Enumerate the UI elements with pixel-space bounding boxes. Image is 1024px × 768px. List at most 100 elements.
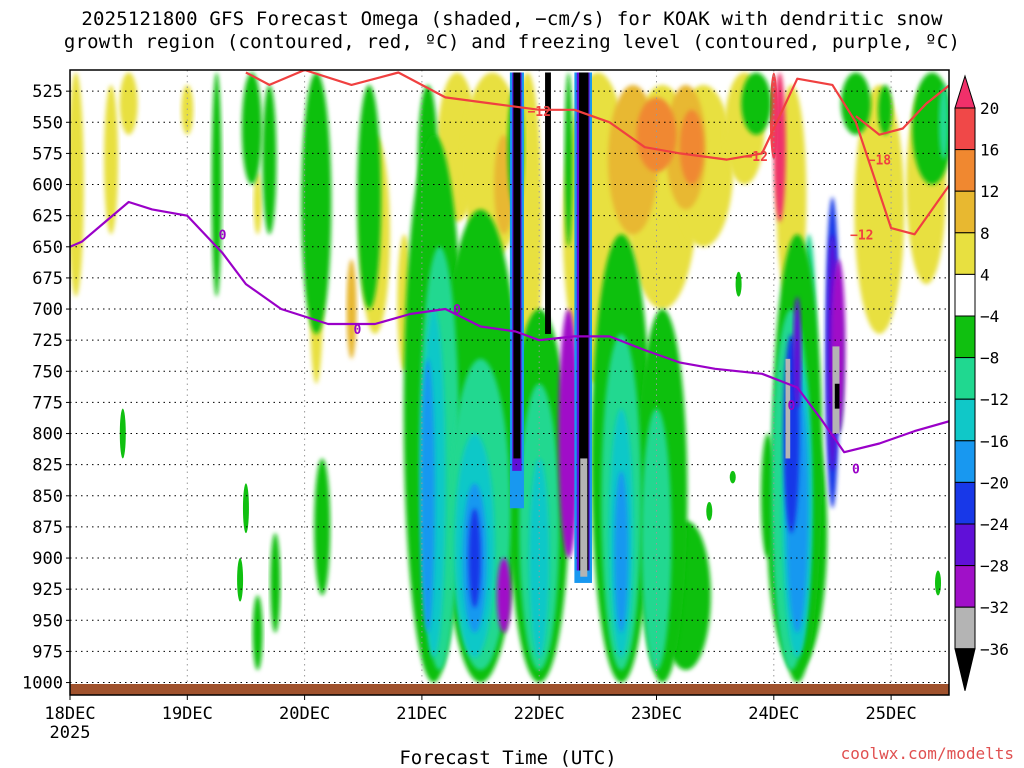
colorbar-segment xyxy=(954,107,976,151)
omega-shade xyxy=(529,458,550,658)
omega-shade xyxy=(679,109,704,185)
colorbar-label: −20 xyxy=(980,473,1009,492)
colorbar-segment xyxy=(954,357,976,400)
y-axis: 525 550 575 600 625 650 675 700 725 750 775 800 825 8… xyxy=(22,82,70,694)
grid-lines xyxy=(69,70,949,695)
omega-shade xyxy=(270,533,281,633)
colorbar-label: −16 xyxy=(980,432,1009,451)
y-tick-label: 850 xyxy=(32,487,63,507)
contour-label: −12 xyxy=(527,105,550,120)
y-tick-label: 650 xyxy=(32,238,63,258)
x-tick-label: 20DEC xyxy=(279,704,330,724)
y-tick-label: 1000 xyxy=(22,674,63,694)
colorbar: 20 16 12 8 4 −4 −8 −12 −16 −20 −24 −28 −32 −36 xyxy=(954,74,1009,691)
x-tick-label: 19DEC xyxy=(162,704,213,724)
colorbar-label: −28 xyxy=(980,557,1009,576)
omega-shade xyxy=(579,72,589,571)
colorbar-bottom-arrow xyxy=(954,648,976,691)
y-tick-label: 825 xyxy=(32,456,63,476)
omega-shade xyxy=(706,502,713,521)
omega-shade xyxy=(468,508,481,608)
y-tick-label: 575 xyxy=(32,144,63,164)
colorbar-label: 16 xyxy=(980,141,999,160)
y-tick-label: 775 xyxy=(32,393,63,413)
colorbar-label: 20 xyxy=(980,99,999,118)
y-tick-label: 875 xyxy=(32,518,63,538)
x-tick-label: 21DEC xyxy=(396,704,447,724)
omega-shade xyxy=(242,483,249,534)
colorbar-label: 8 xyxy=(980,224,990,243)
colorbar-label: −24 xyxy=(980,515,1009,534)
x-tick-label: 18DEC xyxy=(44,704,95,724)
omega-shade xyxy=(912,72,949,185)
omega-shade xyxy=(614,470,629,633)
omega-shade xyxy=(834,383,840,409)
y-tick-label: 900 xyxy=(32,549,63,569)
chart-title-line-1: 2025121800 GFS Forecast Omega (shaded, −… xyxy=(81,8,943,30)
omega-shade xyxy=(580,458,588,577)
colorbar-top-arrow xyxy=(954,74,976,109)
dgz-minus18-contour xyxy=(855,84,949,136)
colorbar-segment xyxy=(954,398,976,442)
x-tick-label: 23DEC xyxy=(631,704,682,724)
omega-shade xyxy=(513,72,521,459)
contour-label: −18 xyxy=(868,154,892,169)
y-tick-label: 675 xyxy=(32,269,63,289)
y-tick-label: 600 xyxy=(32,176,63,196)
omega-shading xyxy=(70,72,949,683)
contour-label: 0 xyxy=(353,323,361,338)
colorbar-segment xyxy=(954,190,976,234)
omega-shade xyxy=(729,470,736,484)
omega-shade xyxy=(636,97,677,173)
x-axis-label: Forecast Time (UTC) xyxy=(399,747,616,768)
omega-shade xyxy=(793,296,802,409)
contour-label: 0 xyxy=(219,228,227,243)
omega-shade xyxy=(545,72,551,334)
y-tick-label: 950 xyxy=(32,611,63,631)
omega-shade xyxy=(641,408,672,671)
omega-shade xyxy=(773,72,786,222)
colorbar-segment xyxy=(954,273,976,317)
y-tick-label: 625 xyxy=(32,207,63,227)
y-tick-label: 925 xyxy=(32,580,63,600)
colorbar-label: −32 xyxy=(980,598,1009,617)
colorbar-label: 12 xyxy=(980,182,999,201)
colorbar-label: 4 xyxy=(980,265,990,284)
terrain-strip xyxy=(70,684,949,695)
omega-shade xyxy=(564,72,573,247)
omega-shade xyxy=(357,84,382,310)
watermark: coolwx.com/modelts xyxy=(841,744,1014,763)
omega-shade xyxy=(741,72,772,135)
y-tick-label: 975 xyxy=(32,642,63,662)
omega-shade xyxy=(253,172,262,235)
y-tick-label: 550 xyxy=(32,113,63,133)
omega-shade xyxy=(785,358,791,459)
omega-shade xyxy=(119,408,126,459)
omega-shade xyxy=(252,595,263,671)
omega-shade xyxy=(497,558,512,633)
y-tick-label: 750 xyxy=(32,362,63,382)
omega-shade xyxy=(935,570,942,596)
y-tick-label: 525 xyxy=(32,82,63,102)
omega-shade xyxy=(735,271,742,297)
omega-shade xyxy=(840,72,871,135)
contour-label: 0 xyxy=(787,399,795,414)
x-tick-sublabel: 2025 xyxy=(50,723,91,743)
colorbar-segment xyxy=(954,232,976,275)
omega-shade xyxy=(854,84,905,334)
omega-shade xyxy=(301,72,332,334)
colorbar-segment xyxy=(954,523,976,567)
omega-shade xyxy=(938,84,949,160)
colorbar-segment xyxy=(954,149,976,192)
omega-shade xyxy=(237,558,244,602)
omega-shade xyxy=(241,72,262,185)
contour-label: −12 xyxy=(850,228,873,243)
omega-shade xyxy=(119,72,138,135)
omega-shade xyxy=(878,84,893,135)
colorbar-segment xyxy=(954,315,976,359)
x-tick-label: 24DEC xyxy=(748,704,799,724)
colorbar-label: −36 xyxy=(980,640,1009,659)
omega-shade xyxy=(558,309,579,559)
colorbar-segment xyxy=(954,565,976,608)
